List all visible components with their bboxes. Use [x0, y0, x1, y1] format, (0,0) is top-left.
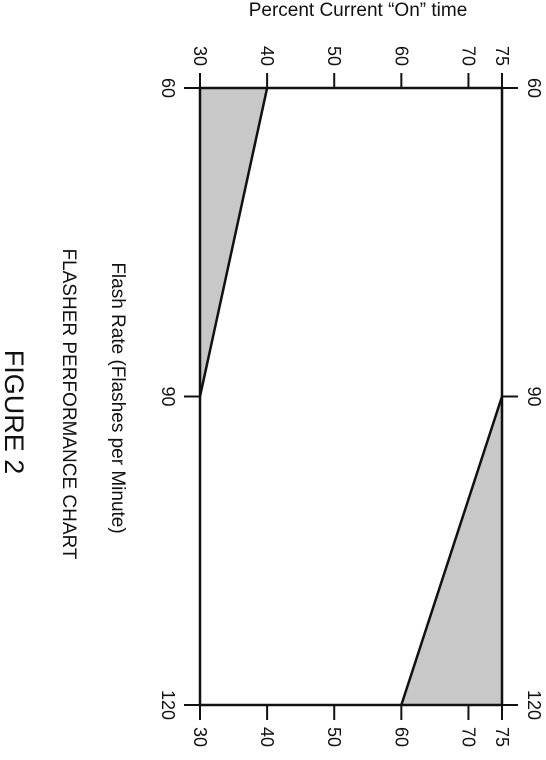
y-axis-label: Percent Current “On” time [249, 0, 468, 21]
bottom-tick-label-70: 70 [458, 727, 478, 747]
top-tick-label-70: 70 [458, 46, 478, 66]
bottom-tick-label-30: 30 [190, 727, 210, 747]
bottom-tick-label-50: 50 [324, 727, 344, 747]
figure-caption: FIGURE 2 [0, 350, 29, 475]
bottom-tick-label-40: 40 [257, 727, 277, 747]
left-tick-label-120: 120 [158, 690, 178, 720]
top-tick-label-30: 30 [190, 46, 210, 66]
left-tick-label-60: 60 [158, 78, 178, 98]
top-tick-label-40: 40 [257, 46, 277, 66]
x-axis-label: Flash Rate (Flashes per Minute) [107, 262, 128, 533]
right-tick-label-90: 90 [524, 386, 544, 406]
right-tick-label-60: 60 [524, 78, 544, 98]
top-tick-label-60: 60 [391, 46, 411, 66]
top-tick-label-75: 75 [492, 46, 512, 66]
boundary-lines [198, 87, 504, 706]
axis-ticks: 30 30 40 40 50 50 60 60 70 70 75 75 60 60 90 90 120 120 [158, 46, 544, 747]
bottom-tick-label-60: 60 [391, 727, 411, 747]
chart-title: FLASHER PERFORMANCE CHART [58, 248, 79, 559]
shaded-regions [200, 88, 502, 705]
right-tick-label-120: 120 [524, 690, 544, 720]
boundary-line-1 [198, 87, 269, 397]
left-tick-label-90: 90 [158, 386, 178, 406]
boundary-line-2 [400, 396, 504, 706]
bottom-tick-label-75: 75 [492, 727, 512, 747]
top-tick-label-50: 50 [324, 46, 344, 66]
